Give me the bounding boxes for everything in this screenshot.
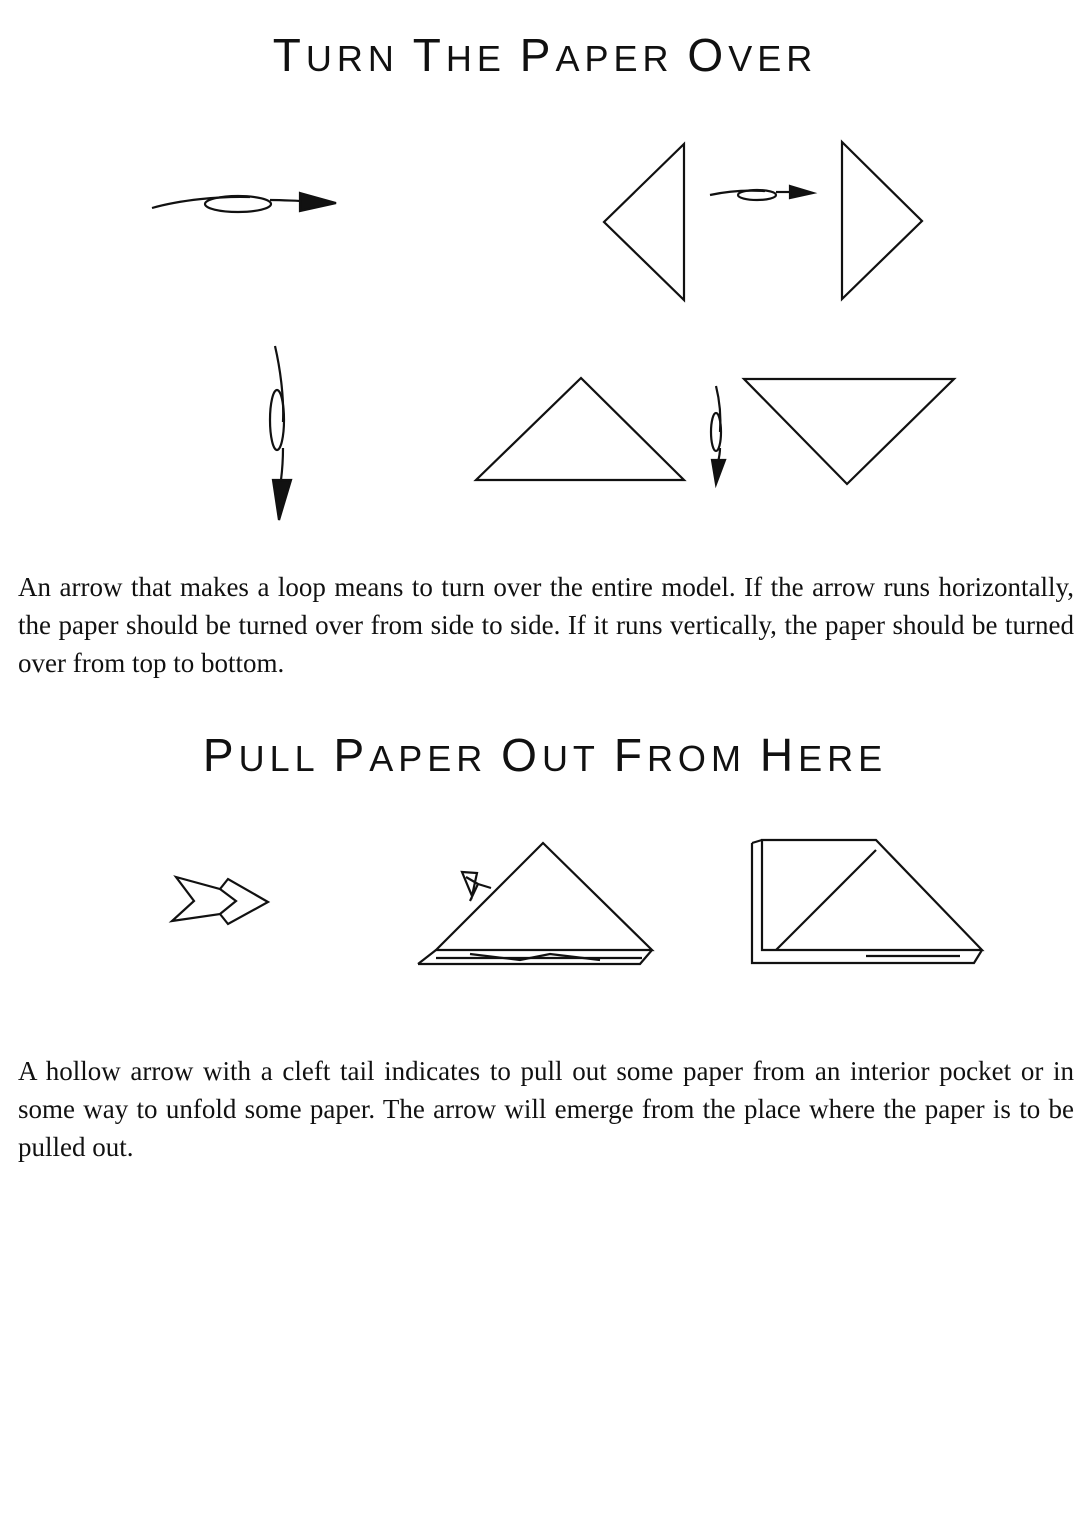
- folded-triangle-icon: [417, 841, 655, 966]
- pull-out-diagram: [168, 838, 985, 966]
- loop-arrow-horizontal-icon: [151, 191, 337, 214]
- section-title-pull-out: PULL PAPER OUT FROM HERE: [202, 729, 888, 781]
- section-title-turn-over: TURN THE PAPER OVER: [272, 29, 818, 81]
- unfolded-square-icon: [750, 838, 985, 965]
- loop-arrow-vertical-icon: [709, 385, 727, 489]
- section-description-turn-over: An arrow that makes a loop means to turn…: [18, 572, 1074, 678]
- loop-arrow-vertical-icon: [268, 345, 293, 521]
- triangle-right-icon: [840, 139, 924, 302]
- turn-over-diagram: [151, 139, 957, 521]
- triangle-down-icon: [741, 377, 957, 486]
- section-description-pull-out: A hollow arrow with a cleft tail indicat…: [18, 1056, 1074, 1162]
- hollow-cleft-arrow-icon: [168, 875, 271, 926]
- triangle-left-icon: [602, 141, 686, 303]
- triangle-up-icon: [473, 376, 687, 482]
- loop-arrow-horizontal-icon: [709, 184, 818, 202]
